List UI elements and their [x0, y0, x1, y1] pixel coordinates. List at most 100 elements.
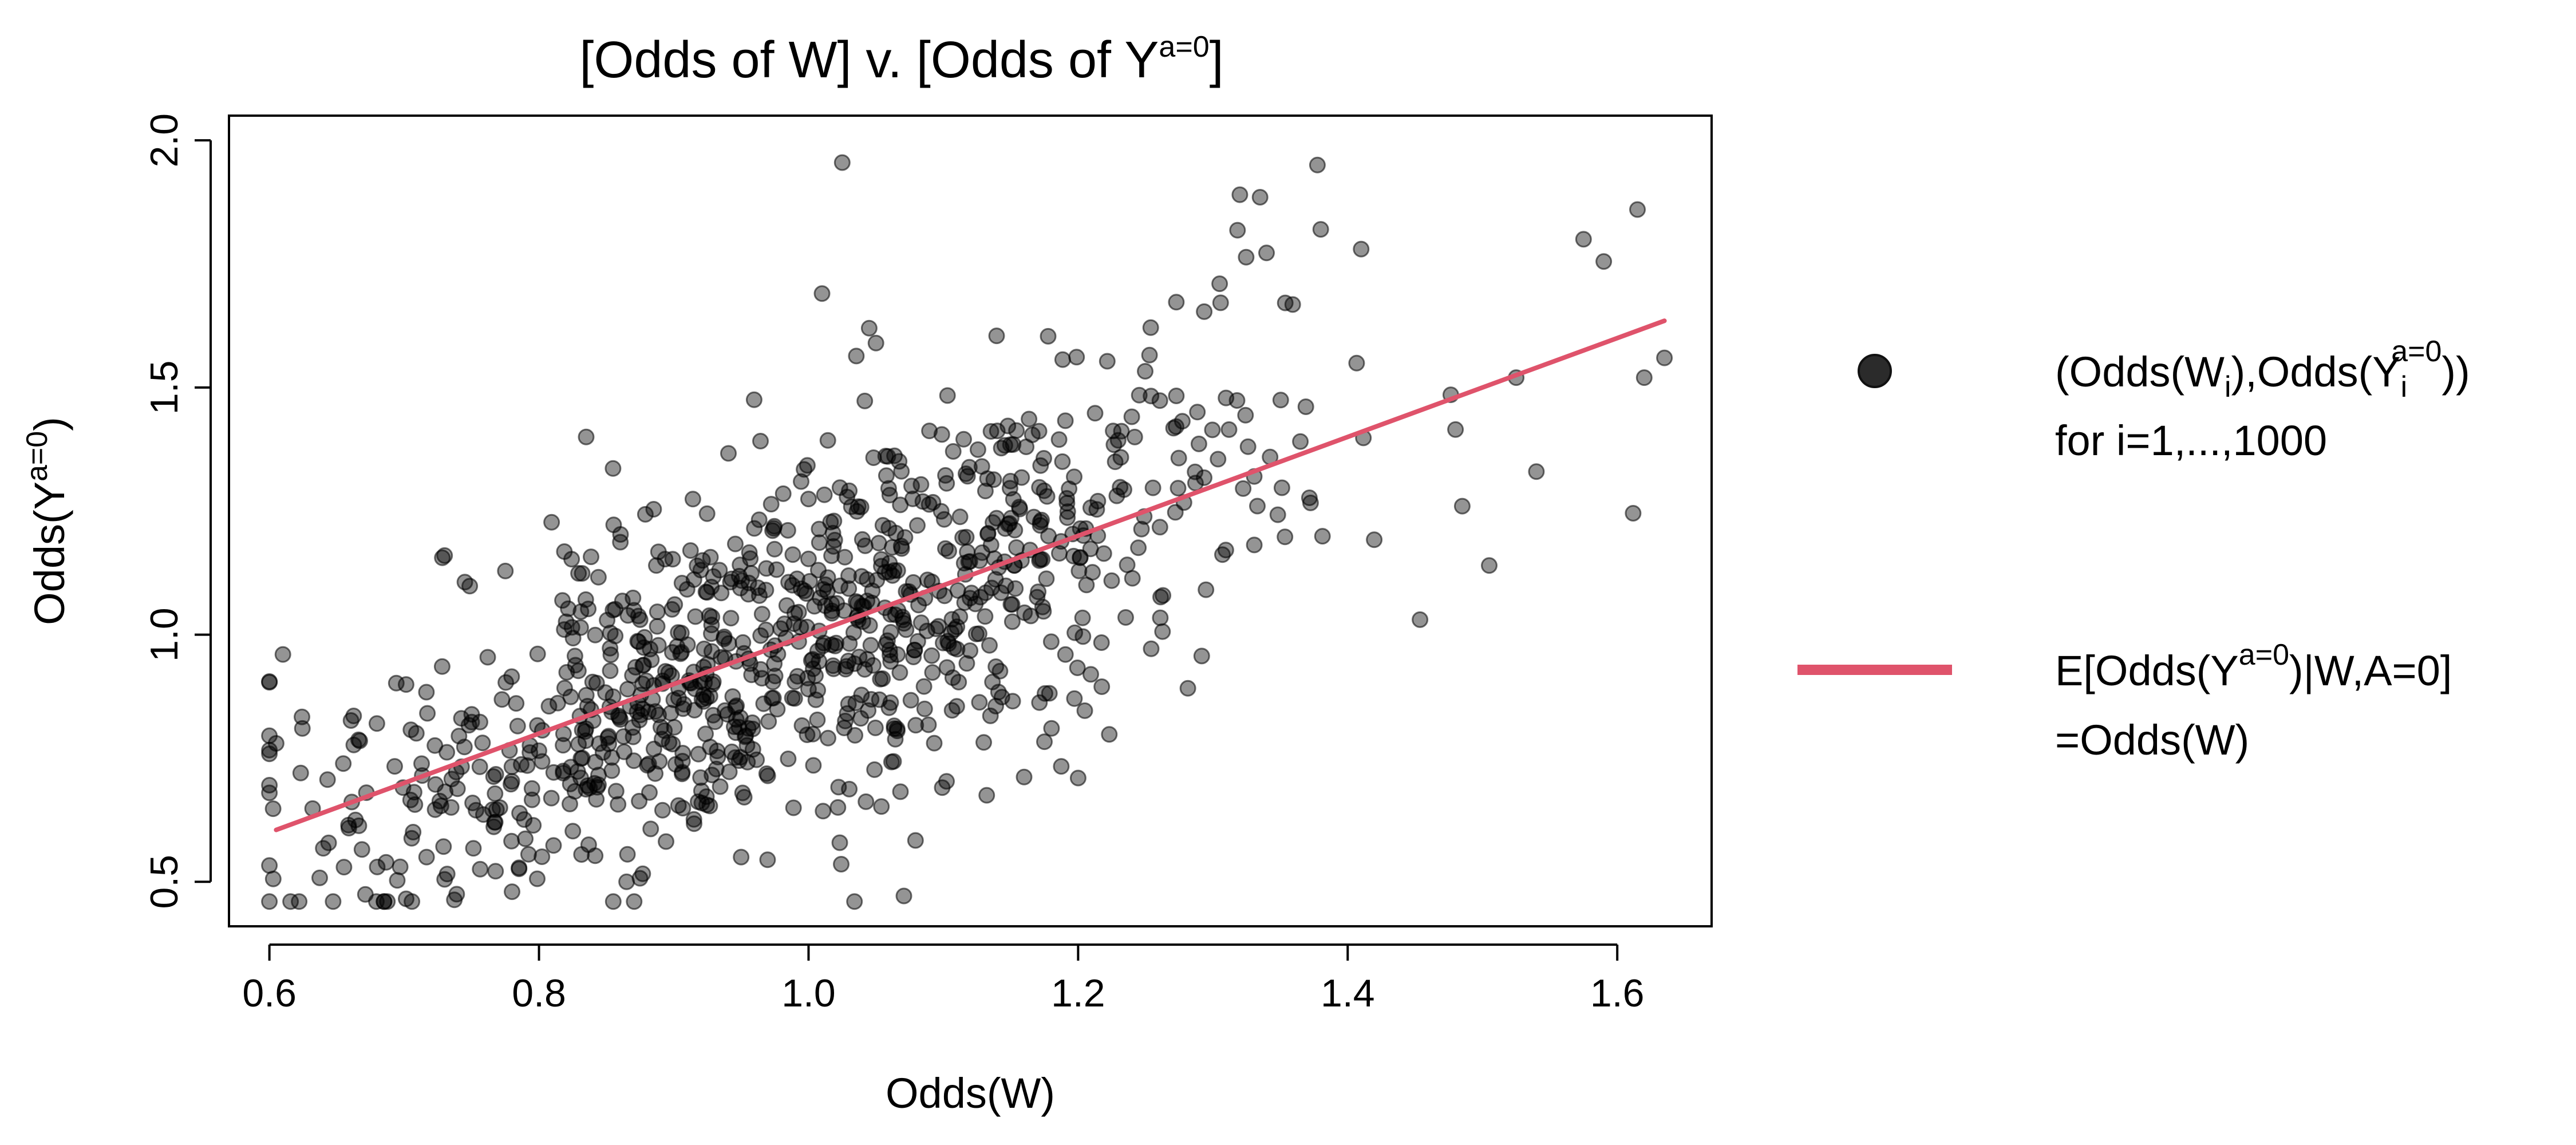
scatter-point: [703, 625, 720, 642]
scatter-point: [456, 574, 473, 591]
scatter-point: [698, 505, 716, 522]
scatter-point: [820, 729, 836, 747]
scatter-point: [472, 860, 489, 878]
scatter-point: [1196, 303, 1213, 320]
scatter-point: [497, 674, 515, 691]
scatter-point: [828, 634, 845, 652]
scatter-point: [485, 768, 502, 785]
scatter-point: [1005, 491, 1022, 508]
scatter-point: [969, 441, 986, 458]
scatter-point: [733, 572, 750, 589]
scatter-point: [775, 485, 792, 502]
scatter-point: [602, 646, 619, 664]
scatter-point: [1042, 633, 1060, 650]
scatter-point: [651, 753, 668, 770]
scatter-point: [657, 663, 674, 680]
scatter-point: [822, 514, 839, 531]
scatter-point: [261, 745, 278, 763]
scatter-point: [274, 646, 291, 663]
scatter-point: [982, 707, 999, 724]
scatter-point: [666, 596, 683, 613]
scatter-point: [1065, 547, 1082, 564]
scatter-point: [907, 717, 924, 734]
scatter-point: [650, 706, 667, 724]
scatter-point: [848, 348, 865, 365]
scatter-point: [516, 811, 533, 828]
scatter-point: [1133, 520, 1150, 538]
scatter-point: [377, 854, 394, 871]
scatter-point: [626, 893, 643, 910]
scatter-point: [1061, 480, 1078, 498]
scatter-point: [1002, 436, 1019, 453]
scatter-point: [503, 832, 520, 850]
scatter-point: [1193, 647, 1210, 665]
scatter-point: [1088, 501, 1105, 518]
x-tick-label: 1.6: [1590, 972, 1645, 1015]
scatter-point: [1198, 581, 1215, 598]
scatter-point: [883, 753, 900, 771]
scatter-point: [776, 615, 793, 633]
scatter-point: [578, 686, 595, 704]
legend-item-points-line2: for i=1,...,1000: [2055, 417, 2327, 464]
scatter-point: [862, 637, 879, 654]
scatter-point: [584, 673, 601, 690]
scatter-point: [840, 567, 857, 584]
scatter-point: [435, 838, 452, 855]
scatter-point: [924, 664, 941, 681]
legend: (Odds(Wi),Odds(Yia=0)) for i=1,...,1000 …: [1797, 335, 2470, 764]
scatter-point: [884, 567, 901, 584]
scatter-point: [1629, 201, 1646, 218]
scatter-point: [1043, 720, 1060, 737]
scatter-point: [534, 848, 551, 865]
scatter-point: [805, 660, 821, 677]
scatter-point: [720, 635, 737, 652]
scatter-point: [949, 641, 966, 658]
scatter-point: [673, 575, 690, 591]
scatter-point: [859, 571, 876, 588]
scatter-point: [801, 572, 818, 590]
scatter-point: [880, 480, 897, 497]
scatter-point: [874, 517, 891, 534]
scatter-point: [686, 815, 702, 832]
scatter-point: [487, 766, 504, 783]
scatter-point: [693, 782, 710, 799]
scatter-point: [1066, 624, 1084, 641]
scatter-point: [979, 470, 996, 487]
scatter-point: [971, 694, 988, 711]
scatter-point: [504, 883, 520, 901]
scatter-point: [882, 694, 899, 711]
scatter-point: [1312, 221, 1329, 238]
scatter-point: [511, 860, 528, 878]
scatter-point: [892, 783, 909, 800]
scatter-point: [569, 763, 586, 780]
scatter-point: [413, 755, 430, 772]
scatter-point: [674, 745, 692, 761]
scatter-point: [392, 858, 409, 875]
scatter-point: [943, 611, 961, 628]
scatter-point: [785, 799, 802, 816]
scatter-point: [809, 682, 827, 699]
scatter-point: [833, 856, 850, 872]
scatter-point: [792, 619, 809, 636]
scatter-point: [1131, 386, 1148, 404]
scatter-point: [891, 664, 908, 681]
scatter-point: [939, 387, 956, 404]
scatter-point: [904, 490, 921, 507]
scatter-point: [703, 617, 720, 634]
scatter-point: [674, 800, 692, 817]
scatter-point: [1093, 678, 1111, 695]
scatter-point: [692, 769, 709, 786]
scatter-point: [1528, 463, 1545, 480]
scatter-point: [1229, 222, 1246, 239]
scatter-point: [733, 848, 750, 866]
scatter-point: [819, 583, 836, 600]
scatter-point: [1059, 503, 1076, 520]
scatter-point: [540, 698, 558, 715]
scatter-point: [261, 741, 278, 759]
scatter-point: [1029, 589, 1046, 606]
scatter-point: [1066, 690, 1083, 707]
scatter-point: [368, 715, 385, 732]
scatter-point: [898, 621, 915, 638]
scatter-point: [419, 705, 436, 722]
scatter-point: [543, 789, 560, 807]
